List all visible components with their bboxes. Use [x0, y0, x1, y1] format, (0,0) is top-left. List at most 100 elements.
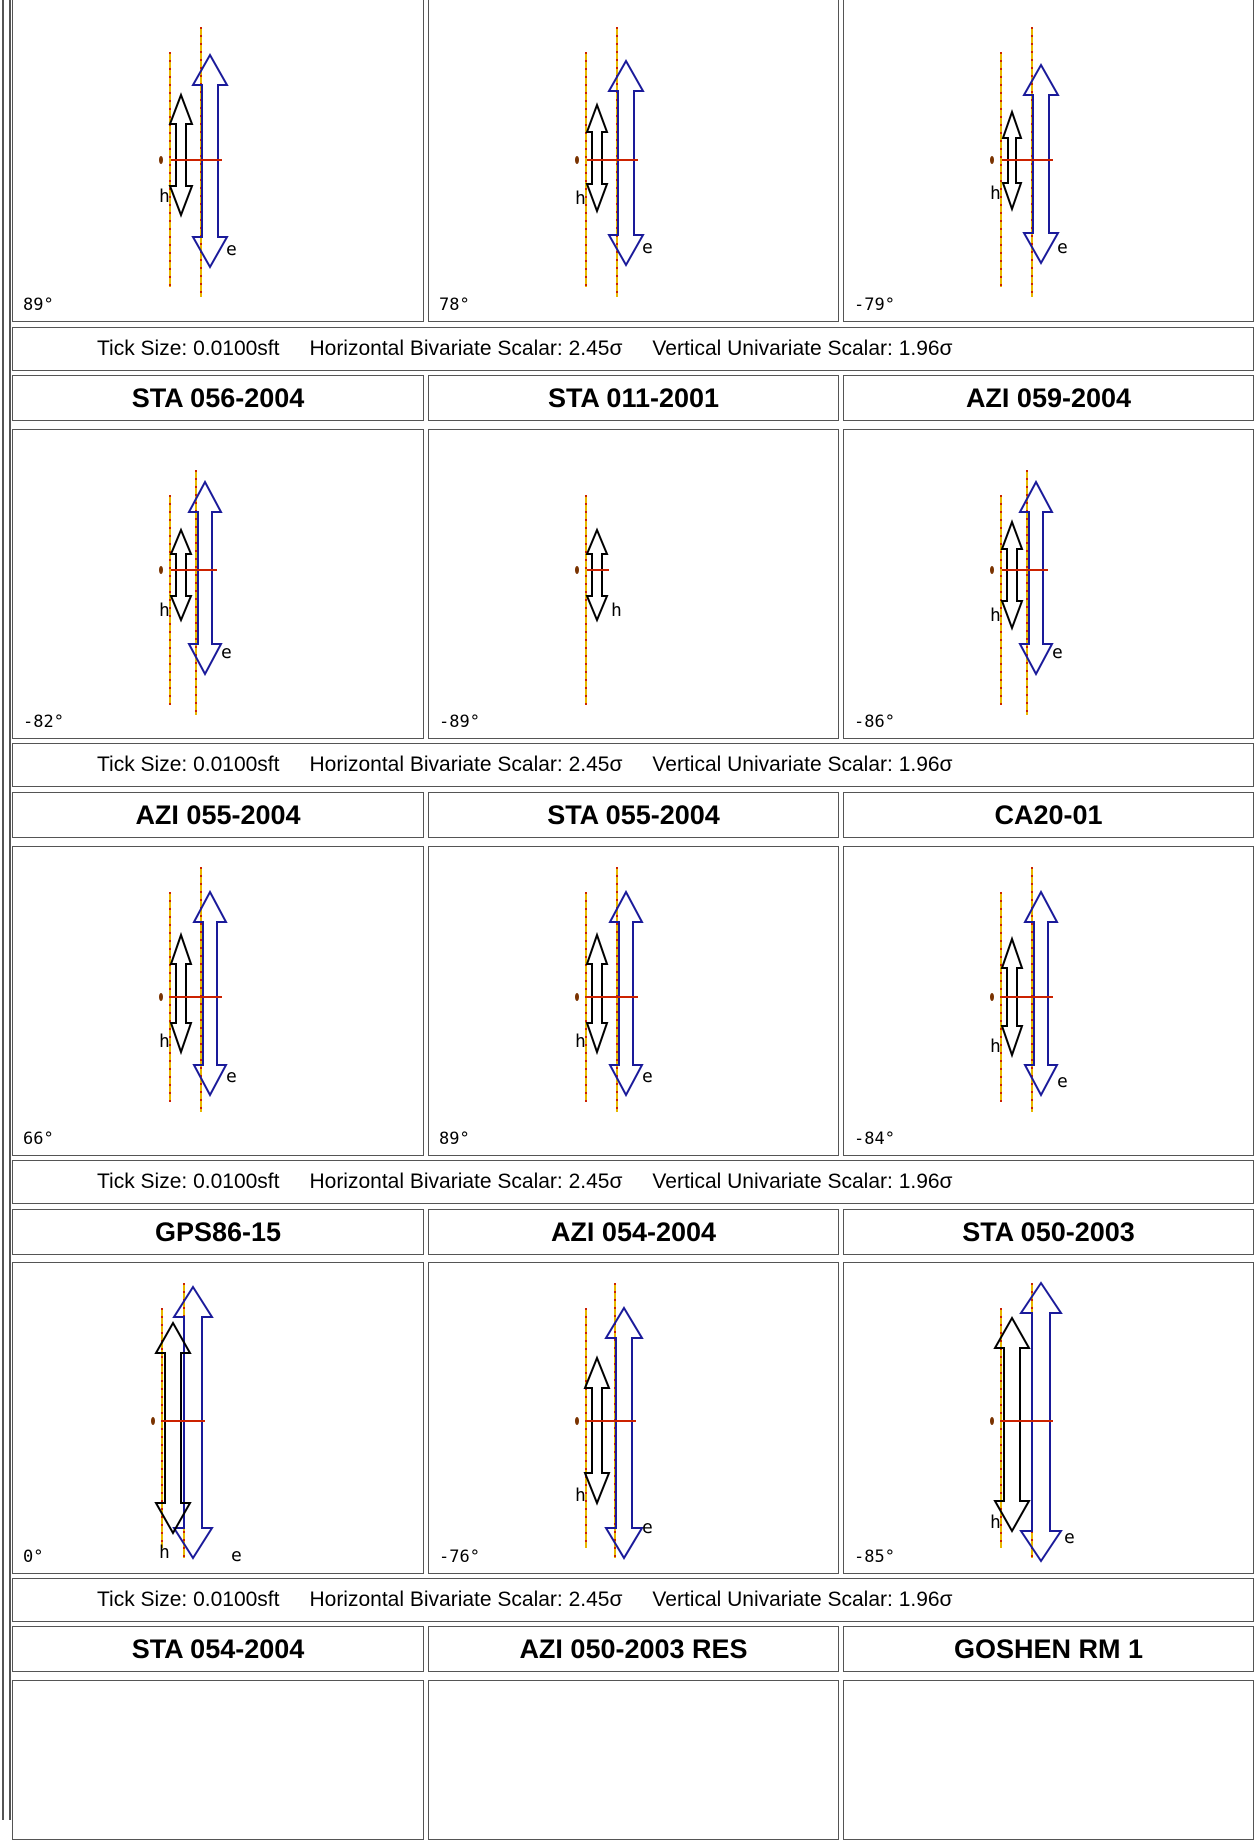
station-title-text: STA 011-2001 — [547, 382, 720, 413]
h-label: h — [575, 1485, 586, 1506]
e-label: e — [642, 237, 653, 258]
position-marker — [575, 1417, 579, 1425]
station-title: GOSHEN RM 1 — [843, 1626, 1254, 1672]
vertical-scalar-text: Vertical Univariate Scalar: 1.96σ — [652, 337, 953, 360]
vertical-scalar-text: Vertical Univariate Scalar: 1.96σ — [652, 1170, 953, 1193]
azimuth-angle: 78° — [439, 295, 470, 315]
tick-size-text: Tick Size: 0.0100sft — [97, 337, 280, 360]
e-ellipse-arrow — [608, 889, 644, 1098]
error-ellipse-plot: h e -85° — [843, 1262, 1254, 1574]
horizontal-scalar-text: Horizontal Bivariate Scalar: 2.45σ — [309, 337, 623, 360]
station-title: STA 054-2004 — [12, 1626, 424, 1672]
station-title-text: AZI 059-2004 — [965, 382, 1132, 413]
ellipse-diagram: he — [159, 867, 237, 1112]
station-title: AZI 050-2003 RES — [428, 1626, 839, 1672]
error-ellipse-plot: h e -79° — [843, 0, 1254, 322]
azimuth-angle: -79° — [854, 295, 895, 315]
position-marker — [990, 993, 994, 1001]
station-title: STA 050-2003 — [843, 1209, 1254, 1255]
e-ellipse-arrow — [1018, 479, 1054, 677]
h-ellipse-arrow — [993, 1315, 1031, 1534]
e-ellipse-arrow — [1023, 889, 1059, 1098]
h-ellipse-arrow — [585, 527, 609, 623]
e-ellipse-arrow — [607, 58, 645, 268]
e-label: e — [231, 1545, 242, 1566]
e-label: e — [642, 1066, 653, 1087]
h-label: h — [611, 600, 622, 621]
azimuth-angle: -85° — [854, 1547, 895, 1567]
error-ellipse-plot: h e 89° — [428, 846, 839, 1156]
position-marker — [575, 993, 579, 1001]
e-label: e — [226, 239, 237, 260]
error-ellipse-plot: h e 66° — [12, 846, 424, 1156]
azimuth-angle: -82° — [23, 712, 64, 732]
station-title-text: STA 056-2004 — [131, 382, 305, 413]
ellipse-diagram: he — [990, 867, 1068, 1112]
azimuth-angle: -89° — [439, 712, 480, 732]
h-ellipse-arrow — [154, 1320, 192, 1536]
station-title-text: AZI 054-2004 — [550, 1216, 717, 1247]
h-ellipse-arrow — [585, 102, 609, 214]
station-title-text: STA 050-2003 — [962, 1216, 1135, 1247]
h-ellipse-arrow — [1000, 935, 1024, 1059]
station-title-text: STA 055-2004 — [547, 799, 720, 830]
position-marker — [990, 1417, 994, 1425]
e-ellipse-arrow — [172, 1285, 214, 1560]
azimuth-angle: 66° — [23, 1129, 54, 1149]
error-ellipse-plot: h e -86° — [843, 429, 1254, 739]
station-title: AZI 059-2004 — [843, 375, 1254, 421]
position-marker — [575, 156, 579, 164]
azimuth-angle: -76° — [439, 1547, 480, 1567]
e-ellipse-arrow — [1022, 62, 1060, 266]
azimuth-angle: 89° — [23, 295, 54, 315]
h-label: h — [159, 600, 170, 621]
station-title-text: AZI 055-2004 — [135, 799, 301, 830]
e-ellipse-arrow — [1019, 1281, 1063, 1563]
ellipse-diagram: h — [575, 495, 622, 705]
station-title: GPS86-15 — [12, 1209, 424, 1255]
position-marker — [159, 566, 163, 574]
error-ellipse-plot: h e -82° — [12, 429, 424, 739]
e-label: e — [1057, 1071, 1068, 1092]
position-marker — [990, 156, 994, 164]
h-label: h — [990, 1036, 1001, 1057]
ellipse-diagram: he — [990, 27, 1068, 297]
h-ellipse-arrow — [585, 931, 609, 1056]
page-frame-line — [2, 0, 4, 1820]
h-ellipse-arrow — [168, 92, 194, 218]
position-marker — [151, 1417, 155, 1425]
station-title: AZI 054-2004 — [428, 1209, 839, 1255]
azimuth-angle: 0° — [23, 1547, 44, 1567]
scalar-info-bar: Tick Size: 0.0100sft Horizontal Bivariate… — [12, 1160, 1254, 1204]
h-label: h — [575, 1031, 586, 1052]
h-ellipse-arrow — [1001, 108, 1023, 213]
error-ellipse-plot — [843, 1680, 1254, 1840]
error-ellipse-plot: h e 89° — [12, 0, 424, 322]
h-label: h — [990, 1512, 1001, 1533]
tick-size-text: Tick Size: 0.0100sft — [97, 753, 280, 776]
h-label: h — [575, 188, 586, 209]
h-ellipse-arrow — [583, 1355, 611, 1506]
azimuth-angle: -84° — [854, 1129, 895, 1149]
error-ellipse-plot — [428, 1680, 839, 1840]
e-label: e — [642, 1517, 653, 1538]
ellipse-diagram: he — [575, 27, 653, 297]
station-title-text: CA20-01 — [994, 799, 1103, 830]
e-ellipse-arrow — [187, 479, 223, 677]
position-marker — [159, 993, 163, 1001]
ellipse-diagram: he — [990, 1281, 1075, 1563]
scalar-info-bar: Tick Size: 0.0100sft Horizontal Bivariate… — [12, 327, 1254, 371]
station-title-text: GOSHEN RM 1 — [953, 1633, 1144, 1664]
page-frame-line — [9, 0, 11, 1820]
e-ellipse-arrow — [191, 52, 229, 270]
h-ellipse-arrow — [169, 931, 193, 1056]
h-label: h — [159, 1542, 170, 1563]
error-ellipse-plot: h e -76° — [428, 1262, 839, 1574]
error-ellipse-plot — [12, 1680, 424, 1840]
station-title: CA20-01 — [843, 792, 1254, 838]
e-label: e — [1064, 1527, 1075, 1548]
h-label: h — [990, 605, 1001, 626]
station-title: STA 056-2004 — [12, 375, 424, 421]
position-marker — [575, 566, 579, 574]
ellipse-diagram: he — [575, 1283, 653, 1560]
